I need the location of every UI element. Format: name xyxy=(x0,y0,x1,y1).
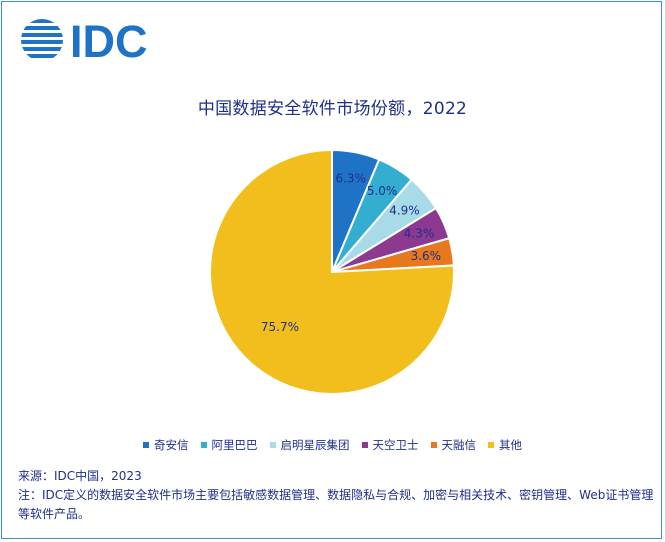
legend-item-4: 天空卫士 xyxy=(361,437,419,453)
legend-label-5: 天融信 xyxy=(441,438,477,452)
legend-swatch-3 xyxy=(269,442,276,448)
legend-item-2: 阿里巴巴 xyxy=(200,437,258,453)
chart-legend: 奇安信 阿里巴巴 启明星辰集团 天空卫士 天融信 其他 xyxy=(2,437,663,453)
source-note: 来源：IDC中国，2023 xyxy=(18,469,142,483)
legend-label-4: 天空卫士 xyxy=(372,438,419,452)
legend-item-5: 天融信 xyxy=(430,437,477,453)
slice-label-4: 4.3% xyxy=(404,227,435,241)
legend-label-2: 阿里巴巴 xyxy=(211,438,258,452)
slice-label-6: 75.7% xyxy=(261,320,299,334)
slice-label-2: 5.0% xyxy=(367,184,398,198)
legend-swatch-6 xyxy=(488,442,494,448)
legend-item-3: 启明星辰集团 xyxy=(269,437,350,453)
legend-swatch-4 xyxy=(361,442,368,448)
pie-chart: 6.3%5.0% 4.9% 4.3% 3.6% 75.7% xyxy=(209,148,455,395)
slice-label-1: 6.3% xyxy=(335,172,366,186)
slice-label-3: 4.9% xyxy=(389,203,420,217)
legend-item-6: 其他 xyxy=(488,437,522,453)
legend-label-3: 启明星辰集团 xyxy=(280,438,350,452)
slice-label-5: 3.6% xyxy=(411,249,442,263)
pie-slice-6 xyxy=(209,148,455,395)
legend-swatch-1 xyxy=(143,442,149,448)
logo-text: IDC xyxy=(70,16,148,64)
chart-title: 中国数据安全软件市场份额，2022 xyxy=(197,99,468,119)
legend-swatch-2 xyxy=(200,442,207,448)
idc-logo: IDC xyxy=(20,16,165,64)
legend-label-6: 其他 xyxy=(499,438,522,452)
legend-label-1: 奇安信 xyxy=(154,438,189,452)
legend-swatch-5 xyxy=(430,442,437,448)
legend-item-1: 奇安信 xyxy=(143,437,189,453)
notes-block: 来源：IDC中国，2023 注：IDC定义的数据安全软件市场主要包括敏感数据管理… xyxy=(18,467,658,524)
definition-note: 注：IDC定义的数据安全软件市场主要包括敏感数据管理、数据隐私与合规、加密与相关… xyxy=(18,488,654,521)
